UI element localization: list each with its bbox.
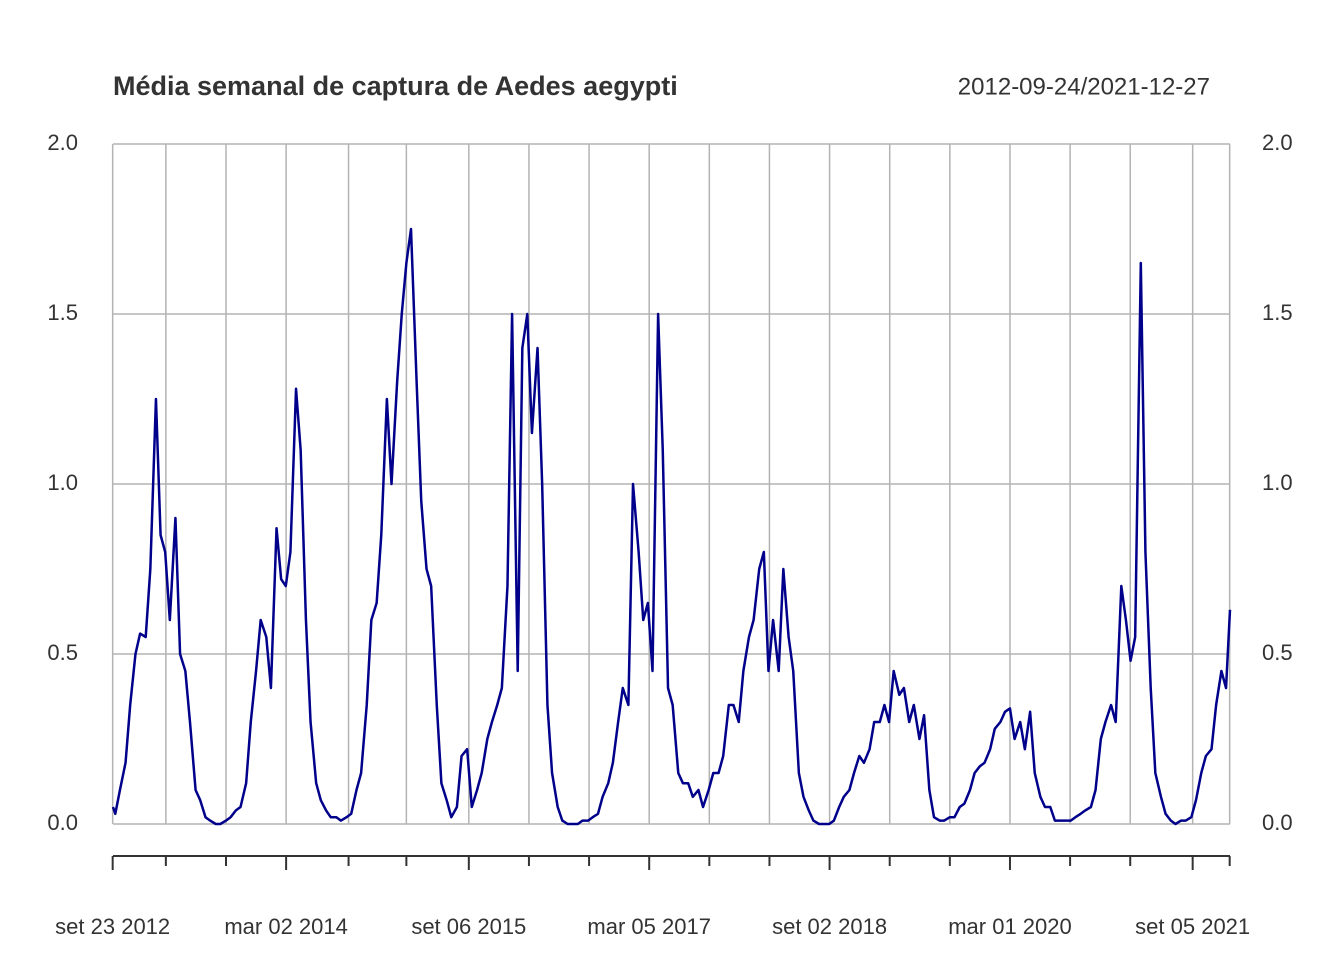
chart-title: Média semanal de captura de Aedes aegypt…: [113, 71, 678, 101]
y-tick-label: 0.0: [47, 810, 78, 835]
x-tick-label: set 23 2012: [55, 914, 170, 939]
x-tick-label: set 02 2018: [772, 914, 887, 939]
y-tick-label: 0.5: [47, 640, 78, 665]
x-tick-label: set 05 2021: [1135, 914, 1250, 939]
date-range: 2012-09-24/2021-12-27: [958, 73, 1210, 100]
x-tick-label: mar 01 2020: [948, 914, 1072, 939]
x-tick-label: set 06 2015: [411, 914, 526, 939]
y-tick-label: 1.0: [47, 470, 78, 495]
y-tick-label: 1.5: [47, 300, 78, 325]
y2-tick-label: 1.5: [1262, 300, 1293, 325]
data-line: [111, 227, 1232, 826]
x-tick-label: mar 05 2017: [587, 914, 711, 939]
y2-tick-label: 1.0: [1262, 470, 1293, 495]
x-tick-label: mar 02 2014: [224, 914, 348, 939]
y-tick-label: 2.0: [47, 130, 78, 155]
y2-tick-label: 0.0: [1262, 810, 1293, 835]
y2-tick-label: 2.0: [1262, 130, 1293, 155]
y2-tick-label: 0.5: [1262, 640, 1293, 665]
